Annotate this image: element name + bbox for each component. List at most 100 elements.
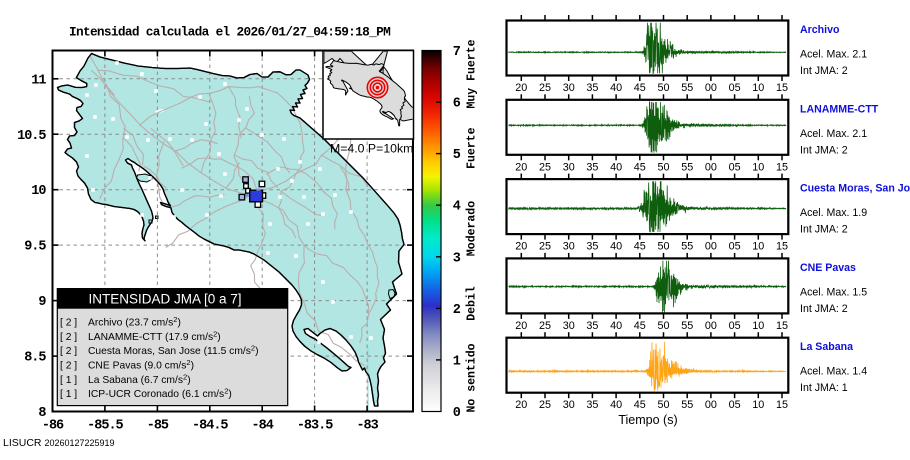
svg-text:-83.5: -83.5 bbox=[297, 419, 333, 434]
svg-text:Acel. Max. 1.5: Acel. Max. 1.5 bbox=[800, 286, 867, 298]
svg-text:CNE Pavas: CNE Pavas bbox=[800, 262, 856, 274]
svg-text:Cuesta Moras, San Jose: Cuesta Moras, San Jose bbox=[800, 183, 910, 195]
svg-text:[ 1 ]: [ 1 ] bbox=[60, 375, 77, 386]
svg-text:10: 10 bbox=[31, 184, 46, 199]
svg-text:00: 00 bbox=[705, 399, 717, 411]
svg-text:20: 20 bbox=[515, 320, 527, 332]
svg-text:-84: -84 bbox=[252, 419, 274, 434]
svg-text:40: 40 bbox=[610, 320, 622, 332]
svg-text:45: 45 bbox=[634, 320, 646, 332]
svg-text:2: 2 bbox=[453, 303, 461, 318]
svg-text:5: 5 bbox=[453, 148, 461, 163]
svg-text:25: 25 bbox=[539, 241, 551, 253]
svg-text:25: 25 bbox=[539, 320, 551, 332]
svg-text:0: 0 bbox=[453, 406, 461, 421]
svg-text:Int JMA: 1: Int JMA: 1 bbox=[800, 382, 848, 394]
svg-text:10: 10 bbox=[752, 241, 764, 253]
svg-text:8.5: 8.5 bbox=[24, 351, 46, 366]
svg-text:20: 20 bbox=[515, 82, 527, 94]
svg-text:05: 05 bbox=[729, 161, 741, 173]
svg-text:Muy Fuerte: Muy Fuerte bbox=[466, 39, 479, 108]
svg-text:Moderado: Moderado bbox=[466, 201, 479, 256]
svg-text:55: 55 bbox=[681, 241, 693, 253]
svg-text:10: 10 bbox=[752, 399, 764, 411]
svg-text:Fuerte: Fuerte bbox=[466, 127, 479, 169]
svg-text:INTENSIDAD JMA [0 a 7]: INTENSIDAD JMA [0 a 7] bbox=[88, 292, 241, 307]
svg-text:[ 2 ]: [ 2 ] bbox=[60, 361, 77, 372]
svg-text:25: 25 bbox=[539, 82, 551, 94]
svg-text:00: 00 bbox=[705, 82, 717, 94]
svg-text:Int JMA: 2: Int JMA: 2 bbox=[800, 224, 848, 236]
svg-text:8: 8 bbox=[38, 406, 46, 421]
svg-text:[ 1 ]: [ 1 ] bbox=[60, 389, 77, 400]
svg-text:35: 35 bbox=[586, 161, 598, 173]
svg-text:ICP-UCR Coronado (6.1 cm/s2): ICP-UCR Coronado (6.1 cm/s2) bbox=[88, 387, 232, 401]
svg-text:45: 45 bbox=[634, 82, 646, 94]
svg-text:Cuesta Moras, San Jose (11.5 c: Cuesta Moras, San Jose (11.5 cm/s2) bbox=[88, 344, 259, 358]
svg-text:40: 40 bbox=[610, 161, 622, 173]
svg-text:Acel. Max. 1.9: Acel. Max. 1.9 bbox=[800, 207, 867, 219]
svg-text:25: 25 bbox=[539, 399, 551, 411]
svg-text:10: 10 bbox=[752, 320, 764, 332]
svg-text:30: 30 bbox=[563, 320, 575, 332]
svg-text:10: 10 bbox=[752, 161, 764, 173]
svg-text:45: 45 bbox=[634, 399, 646, 411]
svg-text:40: 40 bbox=[610, 82, 622, 94]
svg-text:-84.5: -84.5 bbox=[192, 419, 228, 434]
svg-text:Int JMA: 2: Int JMA: 2 bbox=[800, 303, 848, 315]
svg-text:50: 50 bbox=[657, 399, 669, 411]
svg-text:55: 55 bbox=[681, 399, 693, 411]
svg-text:20: 20 bbox=[515, 399, 527, 411]
svg-text:15: 15 bbox=[776, 320, 788, 332]
svg-text:30: 30 bbox=[563, 82, 575, 94]
svg-text:Debil: Debil bbox=[466, 286, 479, 321]
svg-text:Acel. Max. 2.1: Acel. Max. 2.1 bbox=[800, 128, 867, 140]
svg-text:LANAMME-CTT: LANAMME-CTT bbox=[800, 103, 879, 115]
svg-text:20: 20 bbox=[515, 241, 527, 253]
svg-text:15: 15 bbox=[776, 161, 788, 173]
svg-text:50: 50 bbox=[657, 161, 669, 173]
svg-text:11: 11 bbox=[31, 73, 46, 88]
svg-text:35: 35 bbox=[586, 82, 598, 94]
svg-text:Intensidad calculada el 2026/0: Intensidad calculada el 2026/01/27_04:59… bbox=[69, 25, 391, 40]
svg-text:Archivo: Archivo bbox=[800, 24, 840, 36]
svg-text:05: 05 bbox=[729, 82, 741, 94]
svg-text:10: 10 bbox=[752, 82, 764, 94]
svg-text:15: 15 bbox=[776, 399, 788, 411]
svg-text:Archivo (23.7 cm/s2): Archivo (23.7 cm/s2) bbox=[88, 315, 181, 329]
svg-text:4: 4 bbox=[453, 200, 461, 215]
svg-text:45: 45 bbox=[634, 161, 646, 173]
svg-text:35: 35 bbox=[586, 241, 598, 253]
svg-text:30: 30 bbox=[563, 399, 575, 411]
svg-text:1: 1 bbox=[453, 354, 461, 369]
svg-text:35: 35 bbox=[586, 399, 598, 411]
svg-text:Acel. Max. 1.4: Acel. Max. 1.4 bbox=[800, 366, 867, 378]
svg-text:CNE Pavas (9.0 cm/s2): CNE Pavas (9.0 cm/s2) bbox=[88, 358, 194, 372]
svg-text:35: 35 bbox=[586, 320, 598, 332]
svg-text:[ 2 ]: [ 2 ] bbox=[60, 318, 77, 329]
svg-text:05: 05 bbox=[729, 399, 741, 411]
svg-text:Tiempo (s): Tiempo (s) bbox=[618, 413, 677, 427]
svg-text:7: 7 bbox=[453, 45, 461, 60]
svg-text:25: 25 bbox=[539, 161, 551, 173]
svg-text:9: 9 bbox=[38, 295, 46, 310]
svg-text:15: 15 bbox=[776, 82, 788, 94]
svg-text:M=4.0 P=10km: M=4.0 P=10km bbox=[330, 141, 413, 155]
svg-text:La Sabana: La Sabana bbox=[800, 341, 853, 353]
svg-text:55: 55 bbox=[681, 320, 693, 332]
svg-text:LISUCR 20260127225919: LISUCR 20260127225919 bbox=[3, 437, 115, 449]
svg-text:55: 55 bbox=[681, 82, 693, 94]
svg-text:40: 40 bbox=[610, 241, 622, 253]
svg-text:55: 55 bbox=[681, 161, 693, 173]
svg-text:-86: -86 bbox=[42, 419, 64, 434]
svg-text:3: 3 bbox=[453, 251, 461, 266]
svg-text:50: 50 bbox=[657, 241, 669, 253]
svg-text:6: 6 bbox=[453, 97, 461, 112]
svg-text:40: 40 bbox=[610, 399, 622, 411]
svg-text:Acel. Max. 2.1: Acel. Max. 2.1 bbox=[800, 49, 867, 61]
svg-text:Int JMA: 2: Int JMA: 2 bbox=[800, 65, 848, 77]
svg-text:15: 15 bbox=[776, 241, 788, 253]
svg-text:-83: -83 bbox=[356, 419, 378, 434]
svg-text:LANAMME-CTT (17.9 cm/s2): LANAMME-CTT (17.9 cm/s2) bbox=[88, 329, 221, 343]
svg-text:9.5: 9.5 bbox=[24, 240, 46, 255]
